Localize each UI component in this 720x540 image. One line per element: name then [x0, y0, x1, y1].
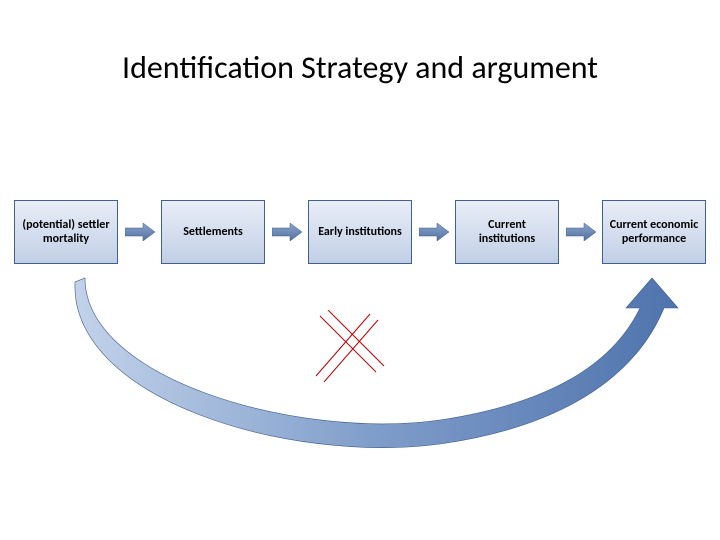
flow-box-1: Settlements — [161, 200, 265, 264]
arrow-0 — [125, 223, 155, 241]
flow-box-label: Settlements — [183, 225, 243, 239]
flow-box-3: Current institutions — [455, 200, 559, 264]
arrow-2 — [419, 223, 449, 241]
flow-box-label: Early institutions — [318, 225, 402, 239]
arrow-3 — [566, 223, 596, 241]
flow-row: (potential) settler mortality Settlement… — [14, 200, 706, 264]
flow-box-label: Current economic performance — [607, 218, 701, 247]
page-title: Identification Strategy and argument — [0, 48, 720, 87]
flow-box-2: Early institutions — [308, 200, 412, 264]
cross-out-lines — [310, 310, 390, 390]
arrow-1 — [272, 223, 302, 241]
flow-box-label: Current institutions — [460, 218, 554, 247]
flow-box-4: Current economic performance — [602, 200, 706, 264]
flow-box-label: (potential) settler mortality — [19, 218, 113, 247]
flow-box-0: (potential) settler mortality — [14, 200, 118, 264]
